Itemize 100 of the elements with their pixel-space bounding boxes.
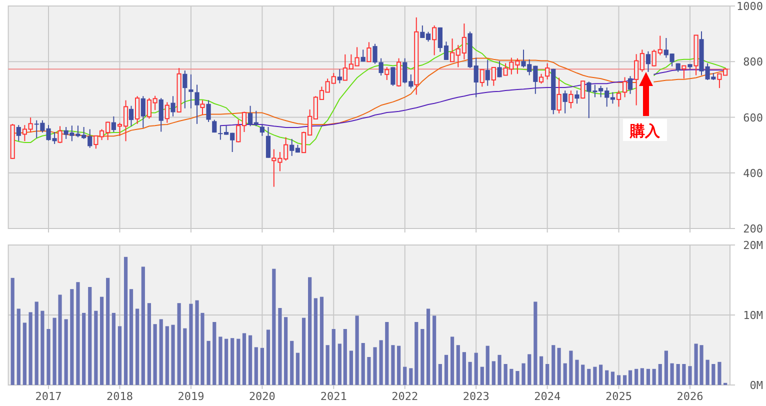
bar xyxy=(504,364,508,385)
candlestick xyxy=(622,76,628,98)
bar xyxy=(355,316,359,385)
bar xyxy=(212,322,216,385)
bar xyxy=(88,287,92,385)
bar xyxy=(284,317,288,385)
bar xyxy=(438,364,442,385)
y-tick-label: 800 xyxy=(743,56,763,69)
bar xyxy=(510,368,514,385)
bar xyxy=(552,345,556,385)
bar xyxy=(46,329,50,385)
bar xyxy=(688,366,692,385)
bar xyxy=(492,361,496,385)
bar xyxy=(314,298,318,385)
candlestick xyxy=(396,58,402,88)
candlestick xyxy=(206,100,211,122)
candlestick xyxy=(485,59,490,86)
bar xyxy=(444,354,448,385)
bar xyxy=(706,360,710,385)
bar xyxy=(373,347,377,385)
bar xyxy=(414,322,418,385)
bar xyxy=(10,278,14,385)
bar xyxy=(385,322,389,385)
bar xyxy=(391,345,395,385)
bar xyxy=(605,370,609,385)
x-tick-label: 2025 xyxy=(606,390,632,403)
bar xyxy=(183,328,187,385)
bar xyxy=(664,350,668,385)
bar xyxy=(153,324,157,385)
x-tick-label: 2020 xyxy=(248,390,276,403)
bar xyxy=(236,338,240,385)
bar xyxy=(94,310,98,385)
candlestick xyxy=(616,90,622,108)
bar xyxy=(124,256,128,385)
bar xyxy=(100,296,104,385)
candlestick xyxy=(491,66,496,86)
bar xyxy=(40,310,44,385)
bar xyxy=(546,364,550,385)
bar xyxy=(616,375,621,385)
candlestick xyxy=(128,105,134,127)
bar xyxy=(34,302,38,385)
bar xyxy=(676,364,680,385)
x-tick-label: 2023 xyxy=(462,390,490,403)
bar xyxy=(189,304,193,385)
bar xyxy=(326,345,330,385)
x-tick-label: 2026 xyxy=(676,390,704,403)
y-tick-label: 400 xyxy=(743,166,763,180)
candlestick xyxy=(140,96,146,128)
bar xyxy=(367,357,371,385)
candlestick xyxy=(568,90,574,109)
candlestick xyxy=(260,124,265,136)
bar xyxy=(64,319,68,385)
y-tick-label: 0M xyxy=(750,379,764,392)
bar xyxy=(468,362,472,385)
bar xyxy=(486,346,490,385)
bar xyxy=(498,354,502,385)
bar xyxy=(450,336,454,385)
bar xyxy=(593,366,597,385)
bar xyxy=(557,348,561,385)
candlestick xyxy=(200,100,205,116)
bar xyxy=(361,343,365,385)
bar xyxy=(712,364,716,385)
bar xyxy=(16,308,20,385)
bar xyxy=(242,333,246,385)
x-tick-label: 2018 xyxy=(106,390,133,403)
bar xyxy=(569,350,573,385)
candlestick xyxy=(188,74,194,109)
candlestick xyxy=(337,68,342,84)
bar xyxy=(409,368,413,385)
bar xyxy=(332,329,336,385)
bar xyxy=(278,308,282,385)
bar xyxy=(308,277,312,385)
bar xyxy=(218,336,222,385)
bar xyxy=(28,312,32,385)
bar xyxy=(290,340,294,385)
candlestick xyxy=(628,76,633,94)
bar xyxy=(320,296,324,385)
bar xyxy=(652,368,656,385)
bar xyxy=(118,326,122,385)
bar xyxy=(338,344,342,385)
bar xyxy=(177,303,181,385)
bar xyxy=(634,368,638,385)
y-tick-label: 10M xyxy=(743,309,764,322)
candlestick xyxy=(545,62,550,80)
candlestick xyxy=(497,60,502,78)
bar xyxy=(165,326,169,385)
bar xyxy=(171,324,175,385)
bar xyxy=(136,308,140,385)
candlestick xyxy=(158,98,164,132)
bar xyxy=(82,312,86,385)
bar xyxy=(260,348,264,385)
bar xyxy=(296,352,300,385)
x-tick-label: 2017 xyxy=(35,390,62,403)
candlestick xyxy=(266,126,271,158)
candlestick xyxy=(432,24,437,56)
bar xyxy=(610,372,615,385)
bar xyxy=(456,345,460,385)
bar xyxy=(248,335,252,385)
bar xyxy=(581,364,585,385)
candlestick xyxy=(556,77,562,114)
